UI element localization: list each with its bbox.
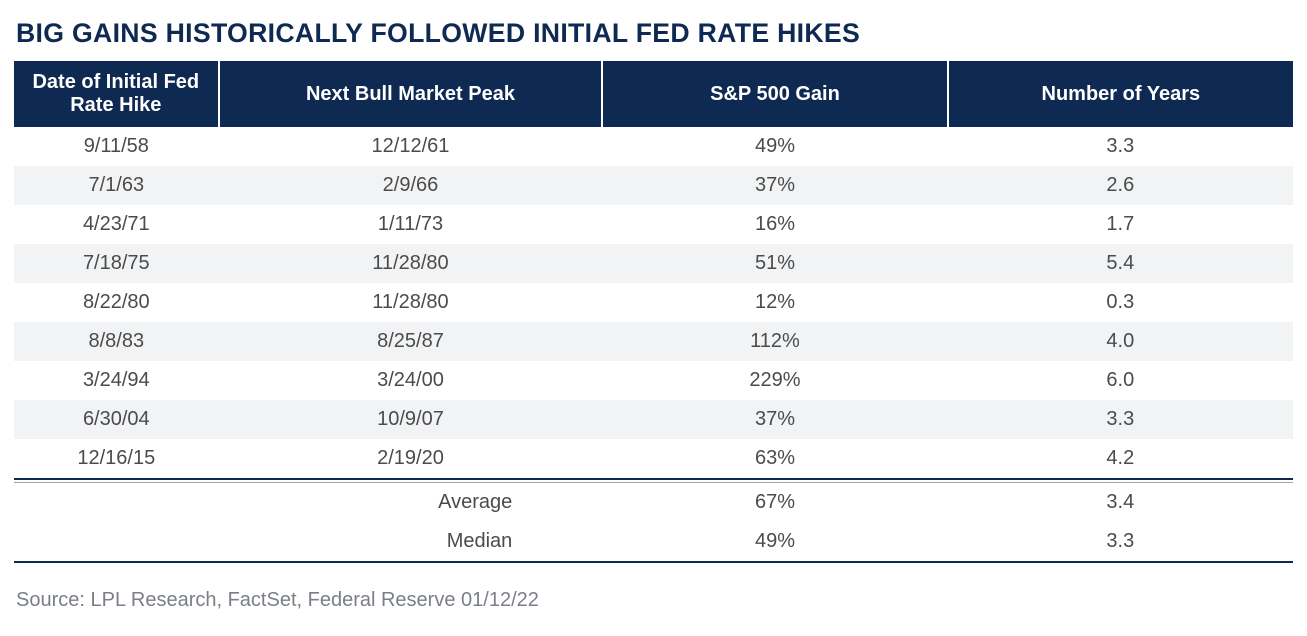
- table-cell: 51%: [602, 244, 947, 283]
- summary-years: 3.3: [948, 522, 1293, 562]
- col-header-peak: Next Bull Market Peak: [219, 61, 603, 127]
- table-row: 4/23/711/11/7316%1.7: [14, 205, 1293, 244]
- table-row: 9/11/5812/12/6149%3.3: [14, 127, 1293, 166]
- summary-years: 3.4: [948, 482, 1293, 522]
- table-cell: 0.3: [948, 283, 1293, 322]
- table-cell: 37%: [602, 166, 947, 205]
- table-row: 8/22/8011/28/8012%0.3: [14, 283, 1293, 322]
- table-cell: 6/30/04: [14, 400, 219, 439]
- table-cell: 7/1/63: [14, 166, 219, 205]
- table-cell: 8/25/87: [219, 322, 603, 361]
- table-cell: 12%: [602, 283, 947, 322]
- table-cell: 2/9/66: [219, 166, 603, 205]
- table-row: 7/1/632/9/6637%2.6: [14, 166, 1293, 205]
- summary-blank: [14, 522, 219, 562]
- summary-row-median: Median49%3.3: [14, 522, 1293, 562]
- table-cell: 3.3: [948, 400, 1293, 439]
- table-cell: 3.3: [948, 127, 1293, 166]
- table-cell: 12/12/61: [219, 127, 603, 166]
- table-cell: 229%: [602, 361, 947, 400]
- table-cell: 4.0: [948, 322, 1293, 361]
- table-cell: 1/11/73: [219, 205, 603, 244]
- table-row: 7/18/7511/28/8051%5.4: [14, 244, 1293, 283]
- table-cell: 49%: [602, 127, 947, 166]
- table-cell: 112%: [602, 322, 947, 361]
- table-cell: 11/28/80: [219, 244, 603, 283]
- table-cell: 1.7: [948, 205, 1293, 244]
- table-cell: 3/24/00: [219, 361, 603, 400]
- summary-row-average: Average67%3.4: [14, 482, 1293, 522]
- col-header-date: Date of Initial Fed Rate Hike: [14, 61, 219, 127]
- table-cell: 2/19/20: [219, 439, 603, 479]
- summary-gain: 49%: [602, 522, 947, 562]
- summary-blank: [14, 482, 219, 522]
- table-cell: 12/16/15: [14, 439, 219, 479]
- source-line: Source: LPL Research, FactSet, Federal R…: [14, 589, 1293, 612]
- summary-label: Median: [219, 522, 603, 562]
- summary-gain: 67%: [602, 482, 947, 522]
- table-cell: 3/24/94: [14, 361, 219, 400]
- table-cell: 37%: [602, 400, 947, 439]
- table-cell: 16%: [602, 205, 947, 244]
- table-row: 6/30/0410/9/0737%3.3: [14, 400, 1293, 439]
- table-cell: 10/9/07: [219, 400, 603, 439]
- table-cell: 6.0: [948, 361, 1293, 400]
- summary-bottom-rule: [14, 562, 1293, 563]
- col-header-years: Number of Years: [948, 61, 1293, 127]
- table-row: 8/8/838/25/87112%4.0: [14, 322, 1293, 361]
- table-body: 9/11/5812/12/6149%3.37/1/632/9/6637%2.64…: [14, 127, 1293, 563]
- table-cell: 11/28/80: [219, 283, 603, 322]
- table-cell: 63%: [602, 439, 947, 479]
- table-cell: 5.4: [948, 244, 1293, 283]
- table-cell: 8/22/80: [14, 283, 219, 322]
- table-cell: 4.2: [948, 439, 1293, 479]
- table-cell: 7/18/75: [14, 244, 219, 283]
- rate-hike-table: Date of Initial Fed Rate Hike Next Bull …: [14, 61, 1293, 563]
- col-header-gain: S&P 500 Gain: [602, 61, 947, 127]
- table-row: 12/16/152/19/2063%4.2: [14, 439, 1293, 479]
- table-row: 3/24/943/24/00229%6.0: [14, 361, 1293, 400]
- table-cell: 9/11/58: [14, 127, 219, 166]
- page-title: BIG GAINS HISTORICALLY FOLLOWED INITIAL …: [16, 18, 1293, 49]
- summary-label: Average: [219, 482, 603, 522]
- table-header-row: Date of Initial Fed Rate Hike Next Bull …: [14, 61, 1293, 127]
- table-cell: 2.6: [948, 166, 1293, 205]
- table-cell: 8/8/83: [14, 322, 219, 361]
- table-cell: 4/23/71: [14, 205, 219, 244]
